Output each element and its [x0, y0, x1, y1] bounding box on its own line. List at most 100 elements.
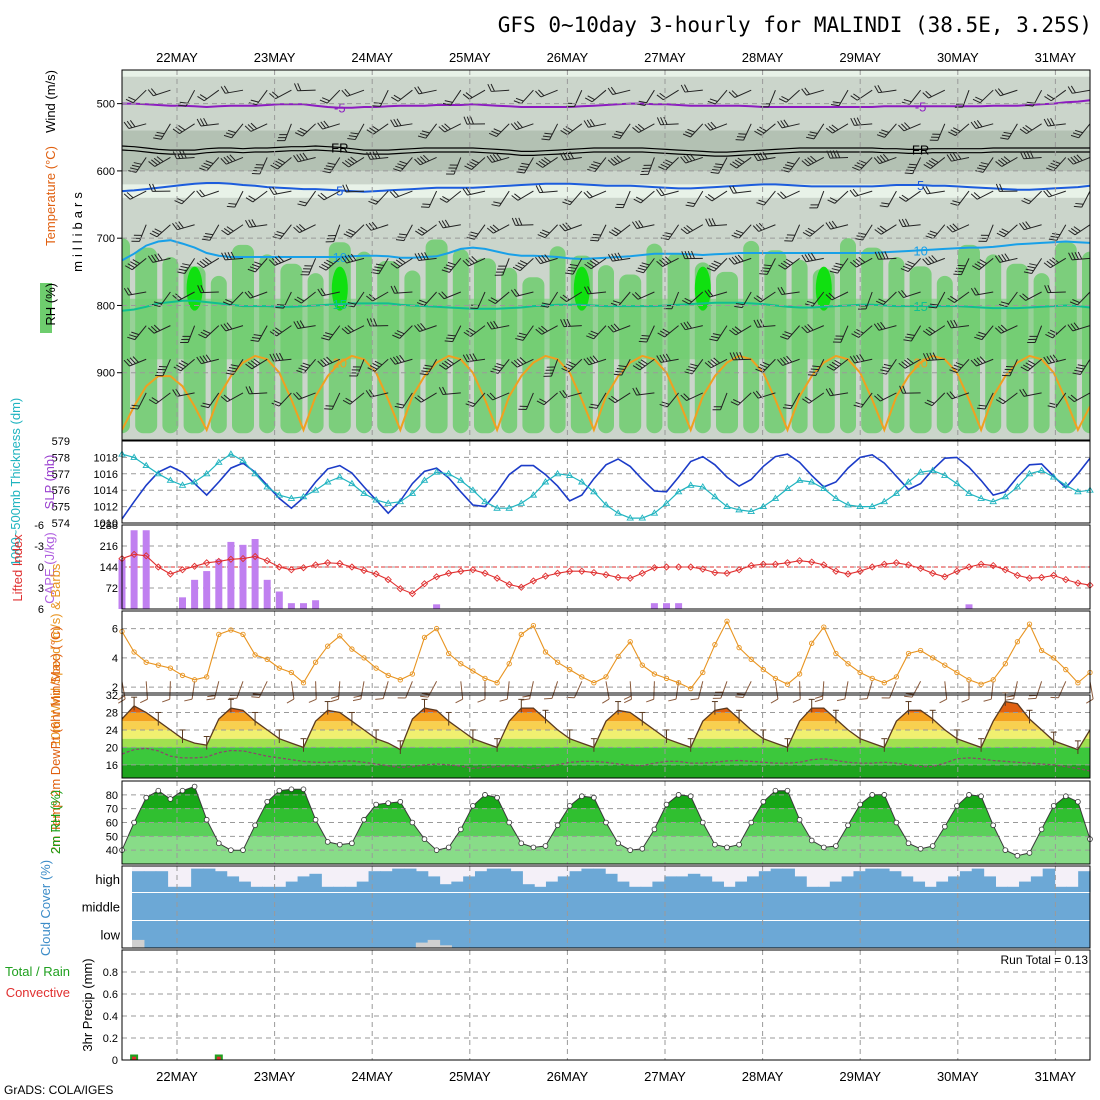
wind-barb	[128, 157, 147, 173]
lifted-point	[384, 575, 392, 584]
barb-flag	[535, 185, 541, 193]
barb-flag	[929, 230, 938, 235]
barb-flag	[584, 263, 592, 270]
barb-flag	[275, 307, 284, 309]
barb-flag	[103, 225, 109, 231]
barb-flag	[898, 362, 906, 369]
rh-point	[1063, 793, 1069, 800]
barb-flag	[568, 361, 577, 366]
wind-barb	[247, 258, 268, 273]
wind-barb	[922, 255, 945, 266]
lifted-point	[517, 583, 525, 591]
barb-flag	[542, 229, 550, 234]
barb-flag	[623, 695, 632, 700]
barb-flag	[684, 371, 693, 375]
contour-label: FR	[912, 142, 929, 157]
barb-flag	[680, 322, 686, 330]
precip-tick-label: 0.2	[103, 1033, 118, 1045]
wind-barb	[414, 154, 437, 166]
wind-barb	[521, 681, 534, 701]
thickness-point	[420, 476, 429, 483]
barb-flag	[515, 264, 523, 269]
barb-flag	[442, 195, 450, 201]
barb-flag	[729, 186, 734, 194]
date-label-top: 28MAY	[742, 50, 784, 65]
barb-flag	[371, 221, 378, 229]
barb-flag	[541, 158, 549, 165]
wind-barb	[849, 256, 873, 268]
slp-tick-label: 1014	[94, 485, 118, 497]
barb-flag	[659, 330, 668, 336]
barb-flag	[397, 163, 406, 167]
wind-barb	[439, 358, 462, 370]
barb-flag	[147, 255, 154, 263]
barb-flag	[222, 301, 231, 306]
barb-flag	[634, 292, 642, 299]
rh-point	[385, 800, 392, 806]
barb-flag	[132, 356, 139, 363]
barb-flag	[199, 356, 205, 364]
barb-flag	[368, 200, 377, 205]
barb-flag	[149, 232, 158, 238]
lifted-point	[1025, 574, 1034, 582]
date-label-top: 22MAY	[156, 50, 198, 65]
barb-flag	[828, 221, 835, 229]
thickness-point	[1037, 466, 1046, 473]
wind-barb	[293, 152, 316, 163]
barb-flag	[949, 224, 956, 232]
wind-barb	[1067, 85, 1090, 94]
barb-flag	[979, 259, 988, 265]
barb-flag	[905, 692, 914, 695]
barb-flag	[1047, 405, 1056, 409]
cape-bar	[227, 541, 235, 609]
barb-flag	[538, 184, 544, 193]
wind-barb	[632, 358, 655, 371]
barb-flag	[274, 256, 282, 264]
barb-flag	[1028, 360, 1036, 366]
barb-flag	[369, 127, 377, 133]
wind-barb	[511, 217, 534, 226]
barb-flag	[296, 320, 302, 329]
wind-barb	[755, 358, 776, 373]
barb-flag	[608, 397, 616, 404]
wind-speed-point	[530, 622, 537, 629]
barb-flag	[230, 364, 239, 367]
barb-flag	[223, 134, 232, 139]
barb-flag	[994, 255, 1001, 263]
rh-point	[663, 801, 670, 808]
barb-flag	[443, 266, 452, 271]
rh-point	[578, 793, 585, 800]
barb-flag	[394, 405, 403, 409]
contour-label: -5	[915, 99, 927, 114]
barb-flag	[682, 133, 691, 138]
barb-flag	[151, 304, 160, 308]
wind-speed-point	[385, 672, 391, 679]
wind-barb	[225, 359, 244, 376]
barb-flag	[858, 256, 866, 263]
barb-flag	[922, 186, 928, 195]
barb-flag	[877, 85, 883, 93]
barb-flag	[268, 259, 276, 266]
barb-flag	[130, 167, 139, 171]
cloud-high-cell	[1042, 868, 1056, 892]
barb-flag	[465, 258, 472, 265]
wind-barb	[879, 190, 897, 208]
rh-point	[772, 787, 779, 794]
cloud-high-cell	[214, 871, 228, 892]
thickness-point	[457, 476, 465, 483]
wind-barb	[781, 157, 801, 173]
thickness-point	[154, 469, 163, 477]
rh-point	[542, 843, 549, 849]
wind-barb	[684, 358, 704, 375]
barb-flag	[728, 257, 735, 265]
barb-flag	[586, 335, 594, 340]
wind-barb	[293, 223, 316, 234]
barb-flag	[201, 238, 210, 241]
barb-staff	[122, 123, 123, 125]
contour-label: 15	[913, 299, 927, 314]
cloud-high-cell	[143, 871, 157, 892]
rh-point	[1050, 803, 1057, 809]
barb-flag	[196, 118, 202, 127]
barb-flag	[635, 387, 641, 395]
wind-barb	[623, 681, 632, 704]
